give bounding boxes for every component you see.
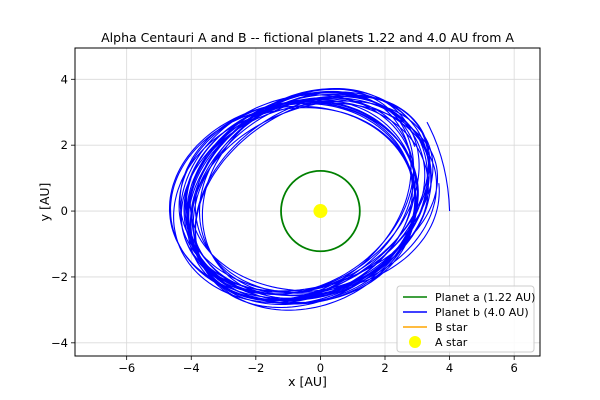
ticks: −6 −4 −2 0 2 4 6 −4 −2 0 2 4 xyxy=(51,72,518,375)
y-tick-label: 4 xyxy=(61,72,68,86)
x-tick-label: 6 xyxy=(511,361,518,375)
legend-label: A star xyxy=(435,336,468,349)
planet-a-orbit xyxy=(280,169,361,253)
x-tick-label: 4 xyxy=(446,361,453,375)
grid xyxy=(75,48,540,356)
legend-marker xyxy=(409,336,421,348)
planet-b-orbit xyxy=(168,88,440,311)
legend-label: B star xyxy=(435,321,468,334)
plot-frame xyxy=(74,47,541,357)
x-tick-label: −4 xyxy=(183,361,200,375)
legend-label: Planet a (1.22 AU) xyxy=(435,291,535,304)
x-tick-label: 0 xyxy=(317,361,324,375)
y-axis-label: y [AU] xyxy=(37,183,52,222)
x-tick-label: −2 xyxy=(247,361,264,375)
plot-series xyxy=(168,88,451,311)
y-tick-label: 2 xyxy=(61,138,68,152)
star-a-point xyxy=(313,204,328,219)
x-tick-label: 2 xyxy=(381,361,388,375)
planet-b-orbit-tail xyxy=(426,121,451,212)
chart-title: Alpha Centauri A and B -- fictional plan… xyxy=(101,30,514,45)
x-tick-label: −6 xyxy=(118,361,135,375)
legend: Planet a (1.22 AU) Planet b (4.0 AU) B sta… xyxy=(396,285,535,353)
x-axis-label: x [AU] xyxy=(288,374,327,389)
y-tick-label: −4 xyxy=(51,336,68,350)
y-tick-label: 0 xyxy=(61,204,68,218)
legend-box xyxy=(396,285,535,353)
y-tick-label: −2 xyxy=(51,270,68,284)
legend-label: Planet b (4.0 AU) xyxy=(435,306,529,319)
